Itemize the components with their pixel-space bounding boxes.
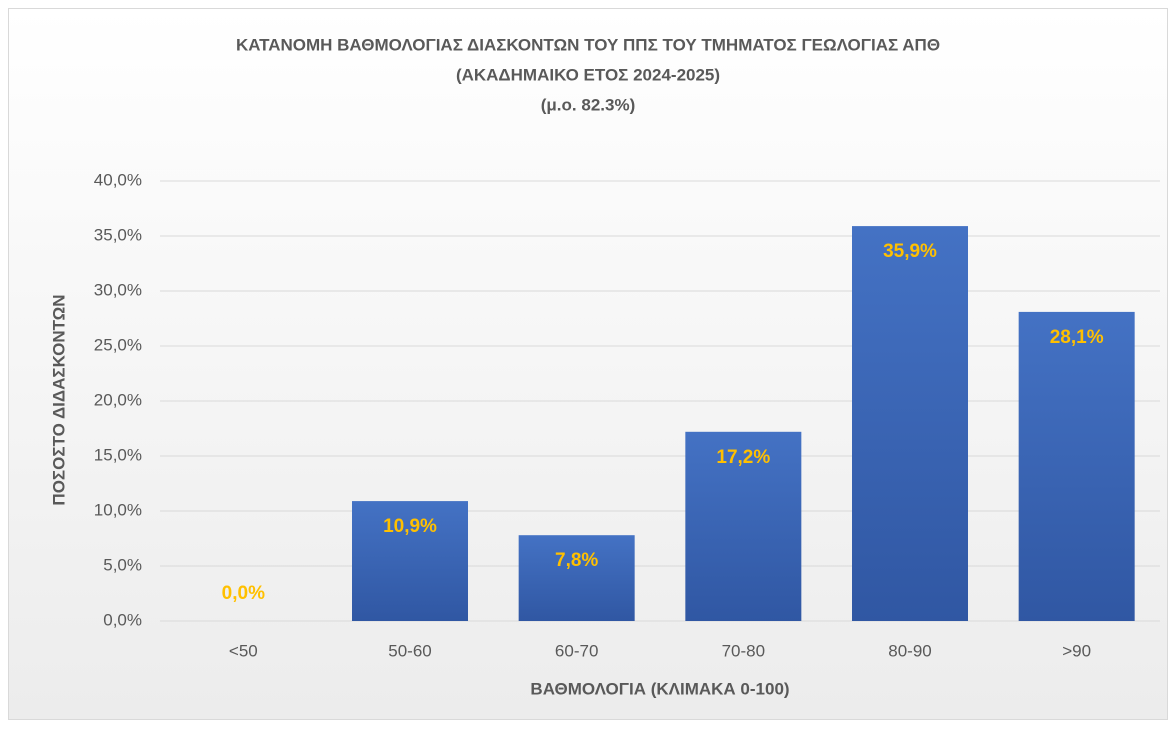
y-tick-label: 10,0% bbox=[94, 500, 142, 519]
x-tick-label: 80-90 bbox=[888, 641, 931, 660]
bar bbox=[852, 226, 968, 621]
x-tick-label: 50-60 bbox=[388, 641, 431, 660]
data-label: 17,2% bbox=[716, 447, 770, 468]
x-tick-label: <50 bbox=[229, 641, 258, 660]
y-tick-label: 30,0% bbox=[94, 280, 142, 299]
data-label: 28,1% bbox=[1050, 327, 1104, 348]
data-label: 10,9% bbox=[383, 516, 437, 537]
bar bbox=[1018, 311, 1135, 621]
y-axis-label: ΠΟΣΟΣΤΟ ΔΙΔΑΣΚΟΝΤΩΝ bbox=[49, 294, 68, 505]
x-axis-label: ΒΑΘΜΟΛΟΓΙΑ (ΚΛΙΜΑΚΑ 0-100) bbox=[530, 679, 789, 698]
bar bbox=[518, 535, 635, 621]
data-label: 35,9% bbox=[883, 241, 937, 262]
y-tick-label: 40,0% bbox=[94, 170, 142, 189]
x-tick-label: 70-80 bbox=[722, 641, 765, 660]
data-label: 7,8% bbox=[555, 550, 598, 571]
data-label: 0,0% bbox=[222, 583, 265, 604]
bar bbox=[685, 431, 802, 621]
y-tick-label: 35,0% bbox=[94, 225, 142, 244]
y-tick-label: 0,0% bbox=[103, 610, 142, 629]
y-tick-label: 25,0% bbox=[94, 335, 142, 354]
chart-subtitle: (μ.ο. 82.3%) bbox=[541, 95, 635, 114]
y-tick-label: 15,0% bbox=[94, 445, 142, 464]
chart-subtitle: (ΑΚΑΔΗΜΑΙΚΟ ΕΤΟΣ 2024-2025) bbox=[456, 65, 720, 84]
bar bbox=[352, 501, 468, 621]
y-tick-label: 20,0% bbox=[94, 390, 142, 409]
y-tick-label: 5,0% bbox=[103, 555, 142, 574]
x-tick-label: >90 bbox=[1062, 641, 1091, 660]
chart-title: ΚΑΤΑΝΟΜΗ ΒΑΘΜΟΛΟΓΙΑΣ ΔΙΑΣΚΟΝΤΩΝ ΤΟΥ ΠΠΣ … bbox=[236, 35, 940, 54]
x-tick-label: 60-70 bbox=[555, 641, 598, 660]
